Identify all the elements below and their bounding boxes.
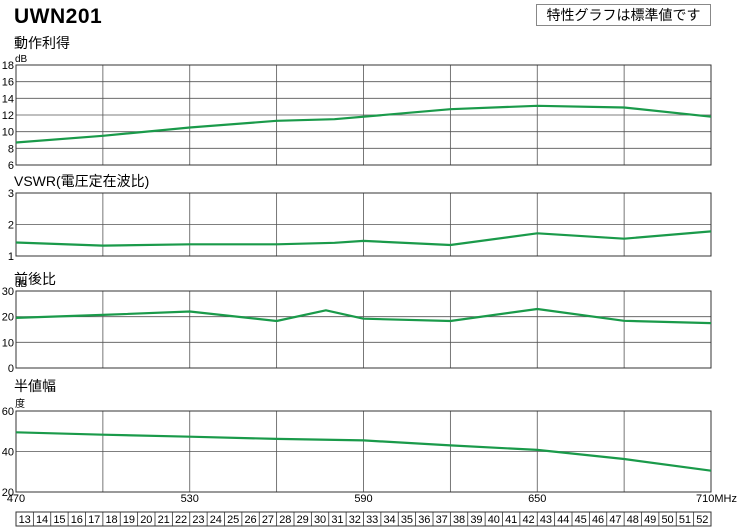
x-tick-label: 530 <box>181 493 199 505</box>
channel-number: 37 <box>436 514 448 526</box>
plot-frame-4 <box>15 410 712 493</box>
channel-number: 18 <box>105 514 117 526</box>
channel-number: 51 <box>679 514 691 526</box>
y-tick-label: 10 <box>2 337 14 349</box>
channel-number: 38 <box>453 514 465 526</box>
channel-number: 42 <box>522 514 534 526</box>
channel-number: 22 <box>175 514 187 526</box>
channel-number: 33 <box>366 514 378 526</box>
channel-number: 43 <box>540 514 552 526</box>
channel-number: 27 <box>262 514 274 526</box>
channel-number: 29 <box>297 514 309 526</box>
channel-number: 21 <box>158 514 170 526</box>
y-tick-label: 2 <box>8 220 14 232</box>
channel-number: 15 <box>53 514 65 526</box>
y-unit-label-4: 度 <box>15 397 25 410</box>
y-unit-label-1: dB <box>15 54 28 65</box>
channel-number: 28 <box>279 514 291 526</box>
channel-number: 24 <box>210 514 222 526</box>
series-line-1 <box>15 104 712 144</box>
channel-number: 17 <box>88 514 100 526</box>
channel-number: 52 <box>696 514 708 526</box>
channel-number: 35 <box>401 514 413 526</box>
channel-number: 46 <box>592 514 604 526</box>
chart-title-4: 半値幅 <box>14 378 56 394</box>
plot-frame-1 <box>15 64 712 166</box>
y-tick-label: 0 <box>8 363 14 375</box>
plot-frame-3 <box>15 290 712 369</box>
channel-number: 44 <box>557 514 569 526</box>
y-unit-label-3: dB <box>15 279 28 290</box>
y-tick-label: 20 <box>2 487 14 499</box>
series-line-4 <box>15 431 712 472</box>
channel-number: 39 <box>470 514 482 526</box>
y-tick-label: 30 <box>2 286 14 298</box>
x-tick-label: 710MHz <box>696 493 737 505</box>
chart-title-3: 前後比 <box>14 271 56 287</box>
series-line-3 <box>15 307 712 325</box>
channel-number: 50 <box>661 514 673 526</box>
y-tick-label: 16 <box>2 77 14 89</box>
x-tick-label: 590 <box>354 493 372 505</box>
channel-number: 32 <box>349 514 361 526</box>
typical-values-note: 特性グラフは標準値です <box>536 4 711 26</box>
y-tick-label: 3 <box>8 188 14 200</box>
channel-number: 16 <box>71 514 83 526</box>
y-tick-label: 40 <box>2 447 14 459</box>
y-tick-label: 18 <box>2 60 14 72</box>
channel-number: 41 <box>505 514 517 526</box>
channel-number: 49 <box>644 514 656 526</box>
channel-number: 45 <box>575 514 587 526</box>
chart-title-2: VSWR(電圧定在波比) <box>14 173 149 189</box>
channel-number: 40 <box>488 514 500 526</box>
y-tick-label: 6 <box>8 160 14 172</box>
channel-number: 19 <box>123 514 135 526</box>
model-name: UWN201 <box>14 5 103 28</box>
channel-number: 48 <box>627 514 639 526</box>
channel-number: 14 <box>36 514 48 526</box>
channel-number: 34 <box>383 514 395 526</box>
y-tick-label: 20 <box>2 312 14 324</box>
channel-number: 47 <box>609 514 621 526</box>
channel-number: 20 <box>140 514 152 526</box>
channel-number: 31 <box>331 514 343 526</box>
channel-number: 26 <box>244 514 256 526</box>
channel-number: 36 <box>418 514 430 526</box>
y-tick-label: 60 <box>2 406 14 418</box>
channel-number: 30 <box>314 514 326 526</box>
x-tick-label: 650 <box>528 493 546 505</box>
y-tick-label: 1 <box>8 251 14 263</box>
chart-title-1: 動作利得 <box>14 35 70 51</box>
channel-number: 23 <box>192 514 204 526</box>
channel-number: 25 <box>227 514 239 526</box>
y-tick-label: 8 <box>8 143 14 155</box>
plot-frame-2 <box>15 192 712 257</box>
y-tick-label: 14 <box>2 93 14 105</box>
x-tick-label: 470 <box>7 493 25 505</box>
y-tick-label: 12 <box>2 110 14 122</box>
channel-number: 13 <box>19 514 31 526</box>
series-line-2 <box>15 230 712 247</box>
y-tick-label: 10 <box>2 127 14 139</box>
